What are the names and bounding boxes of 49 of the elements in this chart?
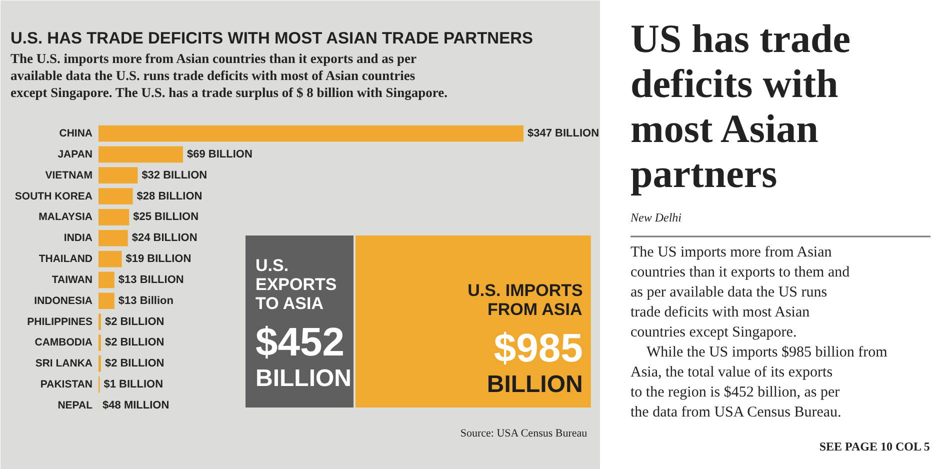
bar (98, 292, 114, 310)
data-label: $25 BILLION (133, 211, 199, 224)
category-label: U.S. IMPORTS FROM ASIA (468, 281, 583, 319)
y-tick-label: SRI LANKA (35, 358, 93, 370)
data-label: $13 Billion (118, 294, 174, 307)
data-label: $32 BILLION (142, 169, 208, 182)
bar (98, 167, 138, 184)
data-label: $347 BILLION (528, 128, 600, 140)
y-tick-label: TAIWAN (52, 274, 93, 286)
category-label: U.S. EXPORTS TO ASIA (256, 256, 337, 313)
data-label: $13 BILLION (118, 274, 184, 286)
bar (98, 146, 184, 163)
y-tick-label: INDIA (64, 232, 93, 244)
chart-title: U.S. HAS TRADE DEFICITS WITH MOST ASIAN TRADE PARTNERS (10, 30, 534, 48)
y-tick-label: PHILIPPINES (27, 316, 93, 328)
y-tick-label: JAPAN (58, 148, 92, 160)
data-label: $1 BILLION (104, 378, 164, 391)
data-label: $2 BILLION (104, 358, 164, 370)
annotation: $48 MILLION (102, 400, 170, 412)
y-tick-label: PAKISTAN (40, 378, 93, 391)
y-tick-label: CHINA (59, 128, 93, 140)
y-tick-label: MALAYSIA (38, 211, 93, 224)
data-label: $2 BILLION (104, 316, 164, 328)
y-tick-label: CAMBODIA (34, 336, 93, 349)
data-label: $24 BILLION (132, 232, 198, 244)
data-label: $452 BILLION (256, 320, 352, 392)
y-tick-label: NEPAL (58, 400, 94, 412)
data-label: $2 BILLION (104, 336, 164, 349)
y-tick-label: VIETNAM (45, 169, 93, 182)
data-label: $19 BILLION (126, 253, 192, 266)
bar (98, 188, 133, 204)
chart-subtitle: The U.S. imports more from Asian countries than it exports and as per available data the U.S. runs trade deficits with most of Asian countries except Singapore. The U.S. has a trade surplus of $ 8 billion with Singapore. (10, 51, 448, 100)
data-label: $69 BILLION (187, 148, 252, 160)
bar (98, 230, 128, 246)
source-note: Source: USA Census Bureau (460, 428, 588, 440)
bar (98, 209, 130, 226)
text: While the US imports $985 billion from Asia, the total value of its exports to the region is $452 billion, as per the data from USA Census Bureau. (630, 344, 888, 420)
y-tick-label: SOUTH KOREA (14, 190, 93, 202)
text: New Delhi (630, 210, 682, 224)
bar (98, 272, 114, 288)
bar (98, 125, 524, 142)
bar (98, 250, 122, 268)
y-tick-label: THAILAND (38, 253, 93, 266)
data-label: $985 BILLION (486, 326, 583, 398)
text: US has trade deficits with most Asian partners (630, 16, 851, 196)
data-label: $28 BILLION (136, 190, 202, 202)
y-tick-label: INDONESIA (34, 294, 93, 307)
text: SEE PAGE 10 COL 5 (819, 440, 930, 454)
text: The US imports more from Asian countries than it exports to them and as per available data the US runs trade deficits with most Asian countries except Singapore. (630, 244, 850, 340)
